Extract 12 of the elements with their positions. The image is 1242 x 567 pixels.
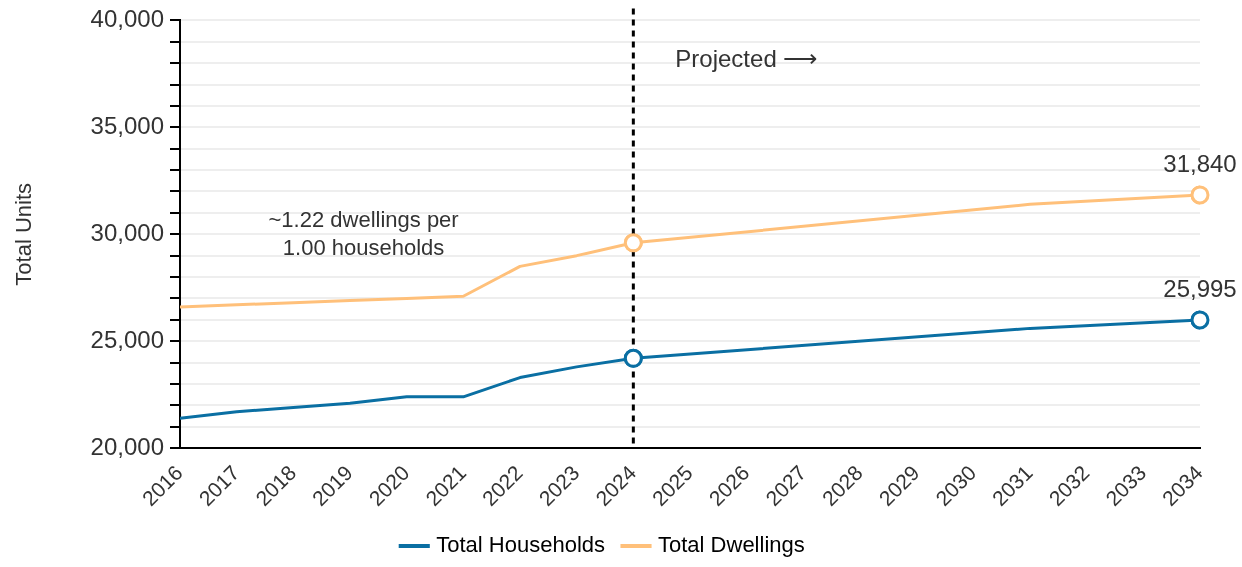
y-tick-label: 30,000 (90, 218, 164, 246)
y-tick-label: 25,000 (90, 325, 164, 353)
data-label: 25,995 (1163, 274, 1237, 302)
legend-label: Total Households (436, 532, 606, 558)
y-tick-label: 20,000 (90, 432, 164, 460)
y-tick-label: 35,000 (90, 111, 164, 139)
data-label: 31,840 (1163, 149, 1237, 177)
y-axis-title: Total Units (11, 182, 37, 286)
legend-label: Total Dwellings (658, 532, 805, 558)
ref-line-label: Projected ⟶ (675, 45, 818, 73)
y-tick-label: 40,000 (90, 5, 164, 33)
annotation: ~1.22 dwellings per 1.00 households (268, 207, 459, 261)
